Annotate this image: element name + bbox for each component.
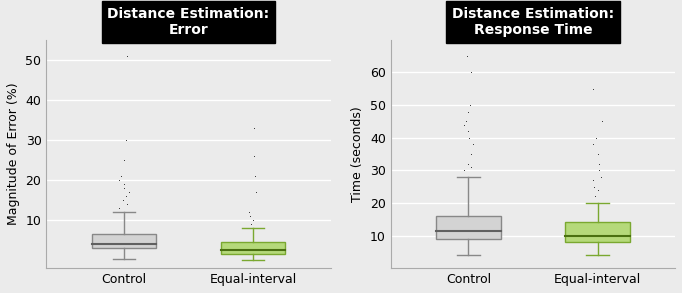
FancyBboxPatch shape xyxy=(436,216,501,239)
Point xyxy=(458,168,469,173)
Point xyxy=(250,190,261,194)
Point xyxy=(458,122,469,127)
Point xyxy=(590,194,601,199)
Point xyxy=(462,161,473,166)
Point xyxy=(249,174,260,178)
Point xyxy=(243,210,254,214)
Point xyxy=(119,186,130,190)
Point xyxy=(244,214,255,218)
Point xyxy=(248,218,259,222)
Point xyxy=(594,168,605,173)
Point xyxy=(123,190,134,194)
Point xyxy=(121,202,132,206)
Point xyxy=(589,184,599,189)
Point xyxy=(120,138,131,142)
Point xyxy=(465,151,476,156)
Y-axis label: Time (seconds): Time (seconds) xyxy=(351,106,364,202)
Point xyxy=(119,182,130,186)
Point xyxy=(462,54,473,58)
Point xyxy=(249,154,260,158)
Point xyxy=(118,198,129,202)
Point xyxy=(595,174,606,179)
Point xyxy=(466,70,477,75)
Point xyxy=(468,142,479,146)
Point xyxy=(464,103,475,107)
Point xyxy=(463,129,474,133)
Point xyxy=(116,174,127,178)
Point xyxy=(593,188,604,192)
Title: Distance Estimation:
Error: Distance Estimation: Error xyxy=(107,7,269,37)
Point xyxy=(114,178,125,182)
Y-axis label: Magnitude of Error (%): Magnitude of Error (%) xyxy=(7,83,20,225)
Point xyxy=(248,125,259,130)
Point xyxy=(466,165,477,169)
Point xyxy=(597,119,608,124)
Point xyxy=(114,206,125,210)
Point xyxy=(246,222,256,226)
Point xyxy=(121,53,132,58)
Point xyxy=(463,109,474,114)
Point xyxy=(588,178,599,183)
Point xyxy=(121,194,132,198)
FancyBboxPatch shape xyxy=(565,222,630,242)
Point xyxy=(119,158,130,162)
FancyBboxPatch shape xyxy=(221,242,285,254)
Point xyxy=(587,86,598,91)
Point xyxy=(593,161,604,166)
Point xyxy=(460,119,471,124)
FancyBboxPatch shape xyxy=(91,234,156,248)
Point xyxy=(463,135,474,140)
Point xyxy=(593,151,604,156)
Point xyxy=(587,142,598,146)
Title: Distance Estimation:
Response Time: Distance Estimation: Response Time xyxy=(452,7,614,37)
Point xyxy=(591,135,602,140)
